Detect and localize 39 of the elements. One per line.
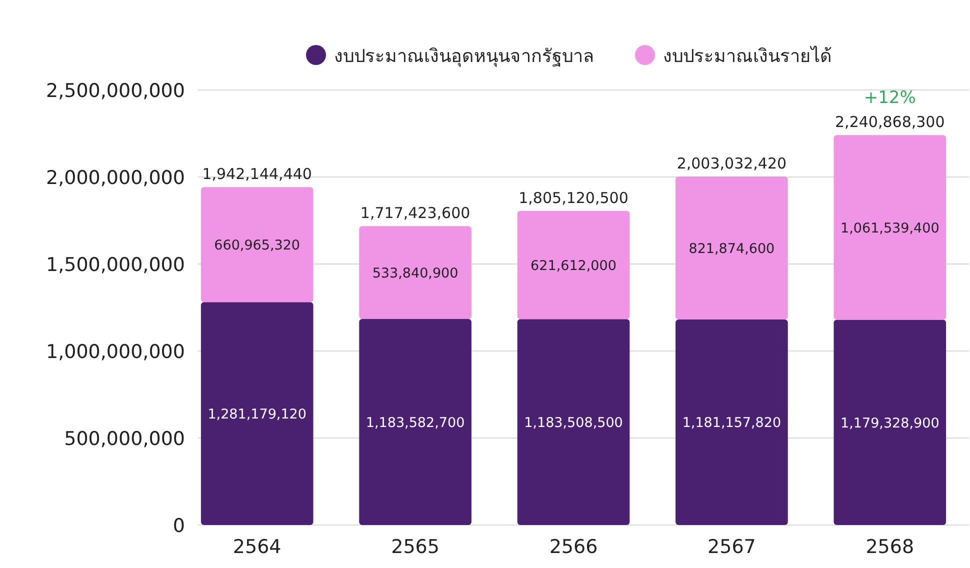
y-tick-label: 500,000,000	[64, 428, 185, 450]
data-label: 533,840,900	[372, 266, 458, 282]
bar	[359, 319, 472, 525]
total-label: 1,805,120,500	[518, 188, 628, 207]
bar	[359, 226, 472, 320]
total-label: 1,717,423,600	[360, 204, 470, 222]
legend-label: งบประมาณเงินอุดหนุนจากรัฐบาล	[334, 46, 594, 67]
annotation: +12%	[864, 88, 916, 108]
data-label: 1,181,157,820	[682, 415, 782, 432]
total-label: 2,003,032,420	[676, 154, 787, 172]
bar	[676, 319, 788, 525]
y-tick-label: 1,500,000,000	[46, 254, 185, 276]
total-label: 2,240,868,300	[835, 113, 945, 132]
data-label: 1,183,508,500	[524, 415, 623, 432]
total-label: 1,942,144,440	[202, 165, 312, 184]
x-tick-label: 2564	[232, 536, 282, 558]
x-tick-label: 2566	[549, 536, 598, 558]
data-label: 1,183,582,700	[366, 415, 465, 432]
x-tick-label: 2565	[391, 536, 440, 558]
x-tick-label: 2567	[708, 536, 756, 558]
bar	[834, 320, 946, 525]
bar	[676, 176, 788, 320]
data-label: 821,874,600	[688, 240, 775, 257]
bar	[517, 319, 630, 525]
data-label: 621,612,000	[530, 258, 616, 274]
y-tick-label: 1,000,000,000	[46, 341, 185, 363]
data-label: 660,965,320	[214, 238, 300, 254]
bar	[517, 210, 630, 320]
bar	[200, 187, 314, 302]
data-label: 1,281,179,120	[208, 406, 306, 423]
bar	[834, 135, 946, 320]
y-tick-label: 2,500,000,000	[46, 80, 185, 102]
y-tick-label: 0	[172, 515, 185, 537]
x-tick-label: 2568	[866, 536, 914, 558]
legend-label: งบประมาณเงินรายได้	[663, 45, 832, 67]
data-label: 1,061,539,400	[840, 220, 940, 236]
bar	[200, 302, 314, 525]
data-label: 1,179,328,900	[840, 415, 940, 432]
y-tick-label: 2,000,000,000	[46, 167, 185, 189]
